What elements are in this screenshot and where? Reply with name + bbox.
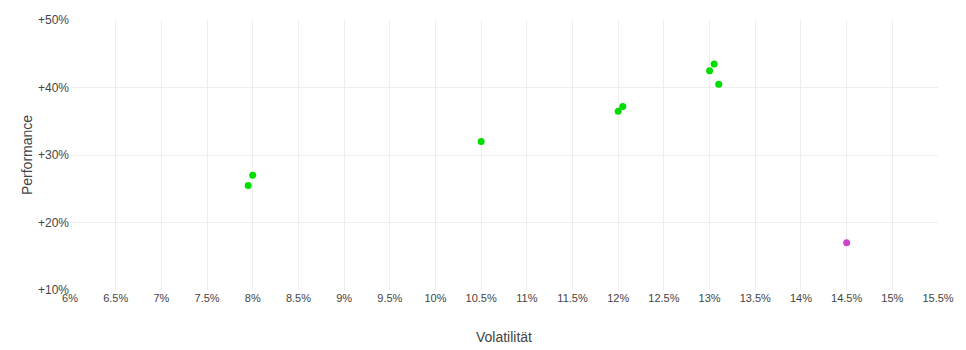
svg-text:7%: 7% — [153, 292, 169, 304]
svg-text:+40%: +40% — [38, 81, 69, 95]
svg-text:6%: 6% — [62, 292, 78, 304]
svg-text:15.5%: 15.5% — [922, 292, 953, 304]
svg-text:+20%: +20% — [38, 216, 69, 230]
svg-text:13.5%: 13.5% — [740, 292, 771, 304]
svg-text:7.5%: 7.5% — [195, 292, 220, 304]
svg-text:11.5%: 11.5% — [557, 292, 588, 304]
svg-text:8.5%: 8.5% — [286, 292, 311, 304]
svg-text:+30%: +30% — [38, 148, 69, 162]
svg-text:13%: 13% — [699, 292, 721, 304]
svg-text:+50%: +50% — [38, 13, 69, 27]
svg-text:+10%: +10% — [38, 283, 69, 297]
svg-text:12%: 12% — [607, 292, 629, 304]
svg-text:Volatilität: Volatilität — [476, 329, 532, 345]
svg-text:14%: 14% — [790, 292, 812, 304]
svg-text:10%: 10% — [424, 292, 446, 304]
svg-text:9%: 9% — [336, 292, 352, 304]
svg-text:12.5%: 12.5% — [648, 292, 679, 304]
svg-text:Performance: Performance — [19, 115, 35, 195]
svg-text:15%: 15% — [881, 292, 903, 304]
svg-text:8%: 8% — [245, 292, 261, 304]
svg-text:14.5%: 14.5% — [831, 292, 862, 304]
svg-text:11%: 11% — [516, 292, 537, 304]
svg-text:6.5%: 6.5% — [103, 292, 128, 304]
svg-text:10.5%: 10.5% — [466, 292, 497, 304]
svg-text:9.5%: 9.5% — [377, 292, 402, 304]
